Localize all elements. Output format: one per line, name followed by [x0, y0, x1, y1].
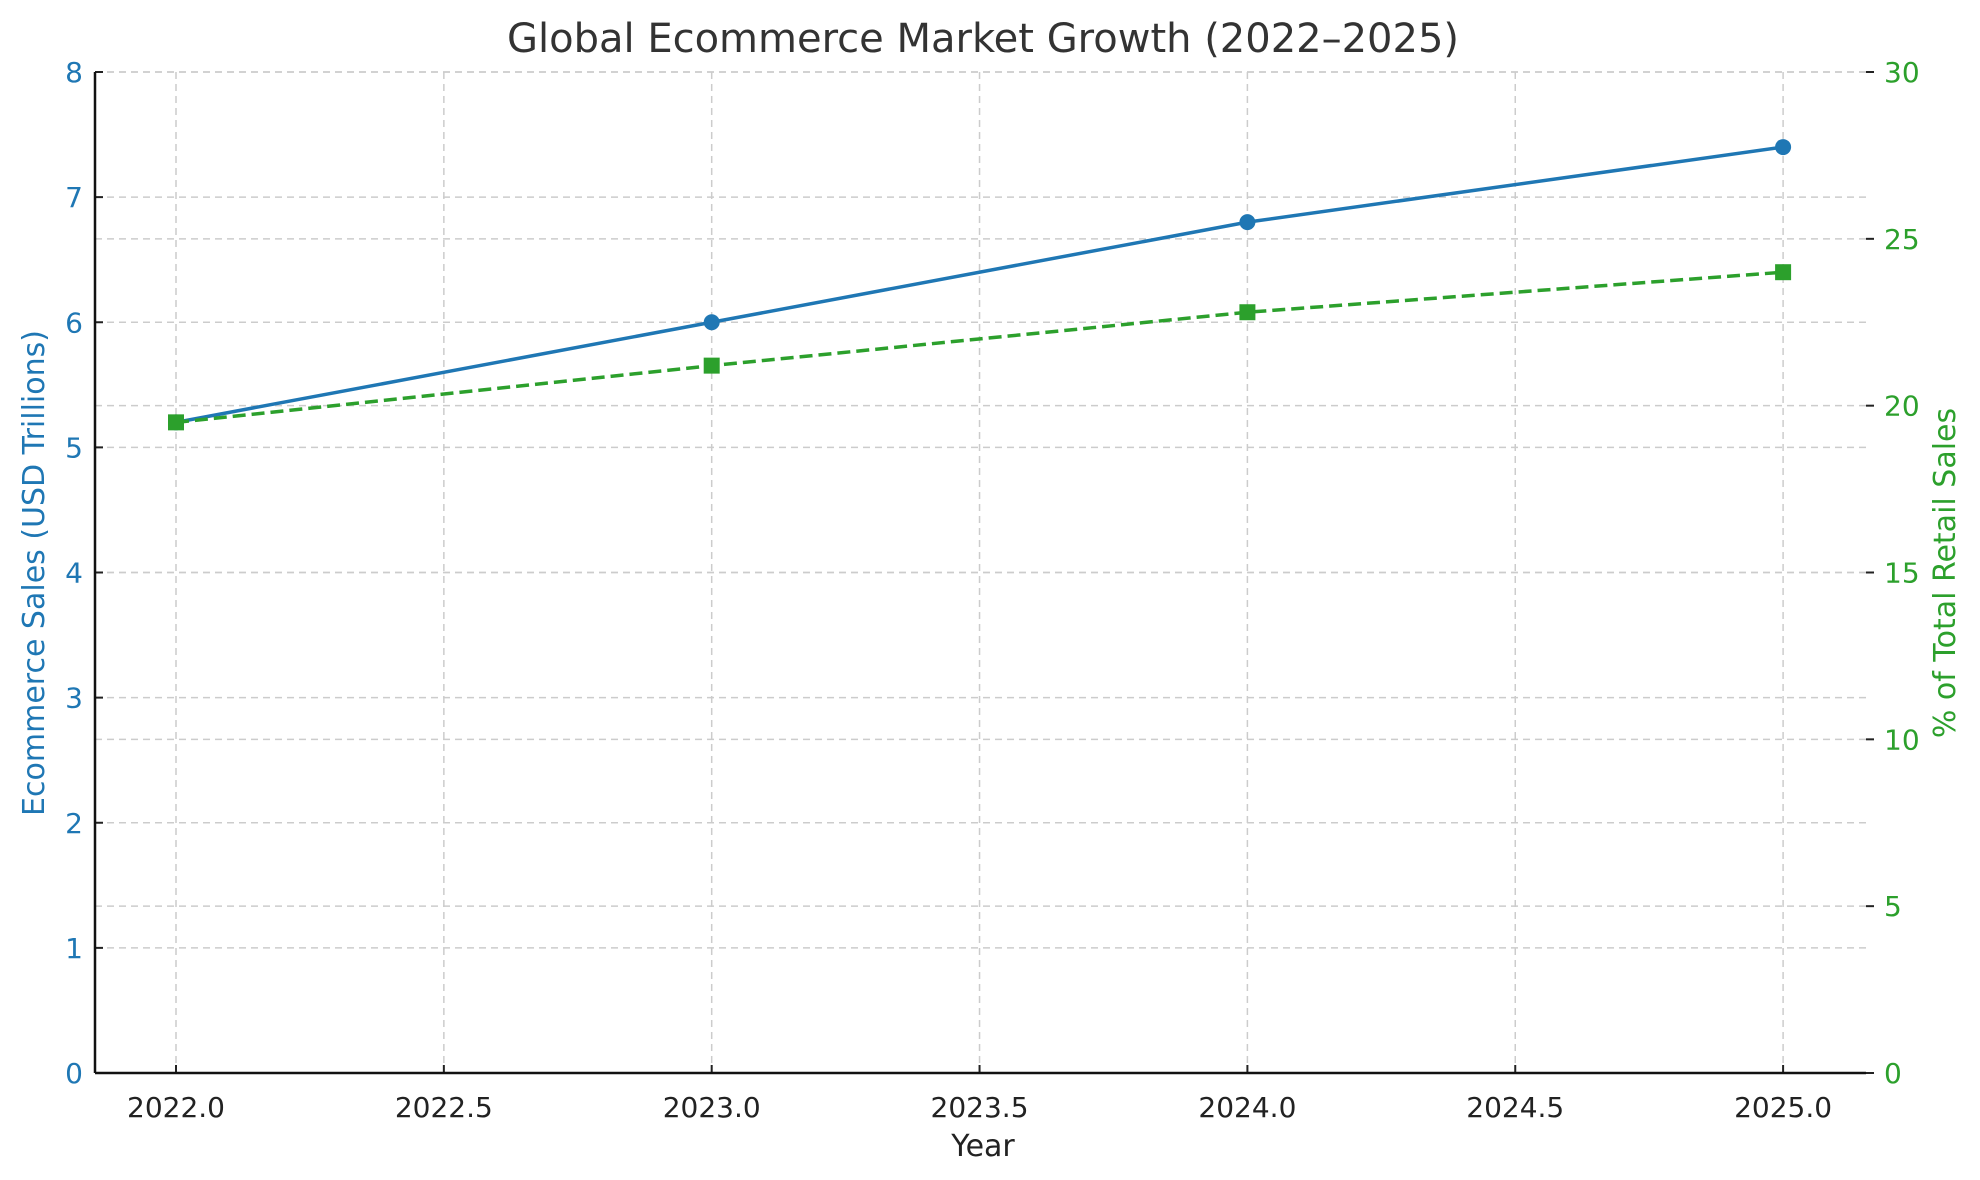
y-tick-label-left: 8: [65, 56, 83, 89]
data-point: [1775, 264, 1792, 281]
x-tick-label: 2023.5: [931, 1091, 1029, 1124]
y-tick-label-right: 30: [1884, 56, 1920, 89]
data-point: [703, 357, 720, 374]
axes: 2022.0 2022.5 2023.0 2023.5 2024.0 2024.5 2025…: [65, 56, 1919, 1124]
y-tick-label-right: 15: [1884, 557, 1920, 590]
chart-title: Global Ecommerce Market Growth (2022–202…: [507, 16, 1459, 62]
data-point: [1775, 139, 1792, 156]
y-tick-label-right: 25: [1884, 223, 1920, 256]
y-tick-label-left: 0: [65, 1057, 83, 1090]
y-tick-label-right: 10: [1884, 723, 1920, 756]
y-tick-label-right: 0: [1884, 1057, 1902, 1090]
data-series: [168, 139, 1792, 431]
x-axis-label: Year: [950, 1129, 1015, 1164]
y-tick-label-left: 5: [65, 431, 83, 464]
x-tick-label: 2024.0: [1198, 1091, 1296, 1124]
y-tick-label-right: 20: [1884, 390, 1920, 423]
data-point: [168, 414, 184, 431]
x-tick-label: 2022.5: [395, 1091, 493, 1124]
y-tick-label-left: 2: [65, 807, 83, 840]
data-point: [1239, 214, 1256, 231]
series-retail-share: [168, 264, 1792, 431]
y-tick-label-left: 1: [65, 932, 83, 965]
x-tick-label: 2024.5: [1466, 1091, 1564, 1124]
y-tick-label-left: 3: [65, 682, 83, 715]
grid-lines: [95, 71, 1866, 1074]
y-axis-label-right: % of Total Retail Sales: [1928, 408, 1963, 738]
x-tick-label: 2025.0: [1734, 1091, 1832, 1124]
y-tick-label-left: 7: [65, 181, 83, 214]
x-tick-label: 2023.0: [663, 1091, 761, 1124]
y-tick-label-right: 5: [1884, 890, 1902, 923]
x-tick-label: 2022.0: [127, 1091, 225, 1124]
y-tick-label-left: 6: [65, 306, 83, 339]
y-tick-label-left: 4: [65, 557, 83, 590]
data-point: [703, 314, 720, 331]
y-axis-label-left: Ecommerce Sales (USD Trillions): [17, 330, 52, 816]
data-point: [1239, 304, 1256, 321]
